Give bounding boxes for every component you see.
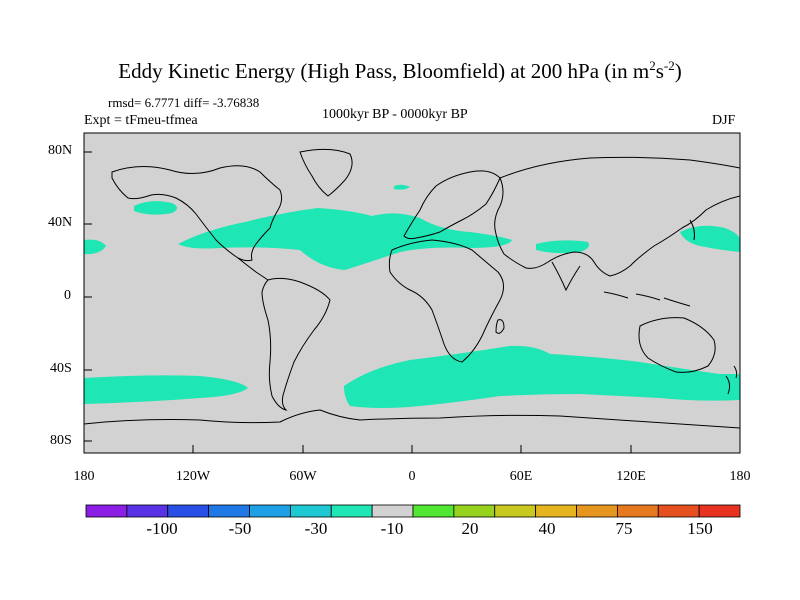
period-label: 1000kyr BP - 0000kyr BP [322, 107, 468, 122]
coast-japan [689, 219, 695, 241]
anomaly-middle-east [536, 240, 589, 254]
coast-antarctica [84, 409, 740, 429]
lat-label-80n: 80N [48, 143, 73, 158]
colorbar-swatch [576, 504, 618, 518]
colorbar-label: -50 [228, 519, 252, 538]
coast-central-america [237, 257, 269, 281]
coast-africa [388, 239, 504, 363]
coast-australia [638, 317, 716, 373]
lon-label-60w: 60W [289, 469, 317, 484]
coast-asia [494, 156, 740, 277]
colorbar-swatch [535, 504, 577, 518]
anomaly-nw-pacific [680, 225, 740, 252]
coast-north-america [111, 165, 283, 262]
anomaly-north-atlantic [178, 208, 512, 270]
lat-label-0: 0 [64, 288, 71, 303]
axis-ticks [83, 151, 741, 453]
season-label: DJF [712, 113, 736, 128]
colorbar-swatch [208, 504, 250, 518]
lat-label-80s: 80S [50, 433, 72, 448]
colorbar-swatch [371, 504, 414, 518]
lon-label-0: 0 [408, 469, 416, 484]
colorbar-label: 40 [538, 519, 556, 538]
rmsd-stats: rmsd= 6.7771 diff= -3.76838 [108, 95, 260, 110]
coast-india [551, 261, 581, 292]
anomaly-southern-ocean [344, 345, 740, 408]
colorbar-swatch [657, 504, 700, 518]
anomaly-regions [84, 184, 740, 408]
lat-label-40s: 40S [50, 361, 72, 376]
coast-south-america [261, 277, 331, 411]
lon-label-180w: 180 [73, 469, 95, 484]
colorbar [85, 504, 741, 518]
colorbar-swatch [412, 504, 455, 518]
coastlines [84, 148, 740, 429]
colorbar-swatch [494, 504, 537, 518]
coast-indonesia [603, 291, 691, 307]
lon-label-120w: 120W [175, 469, 211, 484]
lon-label-60e: 60E [509, 469, 533, 484]
colorbar-swatch [167, 504, 210, 518]
coast-greenland [299, 148, 353, 197]
colorbar-swatch [85, 504, 128, 518]
colorbar-swatch [126, 504, 169, 518]
colorbar-label: -30 [304, 519, 328, 538]
colorbar-swatch [616, 504, 659, 518]
colorbar-swatch [330, 504, 373, 518]
colorbar-swatch [698, 504, 741, 518]
colorbar-label: 75 [615, 519, 633, 538]
colorbar-swatch [453, 504, 496, 518]
colorbar-label: -100 [146, 519, 178, 538]
lon-label-120e: 120E [616, 469, 646, 484]
colorbar-swatch [249, 504, 291, 518]
chart-title: Eddy Kinetic Energy (High Pass, Bloomfie… [118, 58, 682, 83]
anomaly-arctic [394, 184, 410, 190]
colorbar-swatch [289, 504, 332, 518]
colorbar-label: 20 [461, 519, 479, 538]
lon-label-180e: 180 [729, 469, 751, 484]
anomaly-west-pacific-edge [84, 239, 106, 255]
coast-europe [403, 170, 501, 240]
lat-label-40n: 40N [48, 215, 73, 230]
coast-new-zealand [725, 365, 738, 395]
colorbar-label: -10 [380, 519, 404, 538]
experiment-label: Expt = tFmeu-tfmea [84, 113, 198, 128]
anomaly-north-pacific [134, 201, 177, 215]
colorbar-label: 150 [687, 519, 713, 538]
anomaly-south-pacific [84, 375, 248, 404]
coast-madagascar [495, 319, 505, 334]
